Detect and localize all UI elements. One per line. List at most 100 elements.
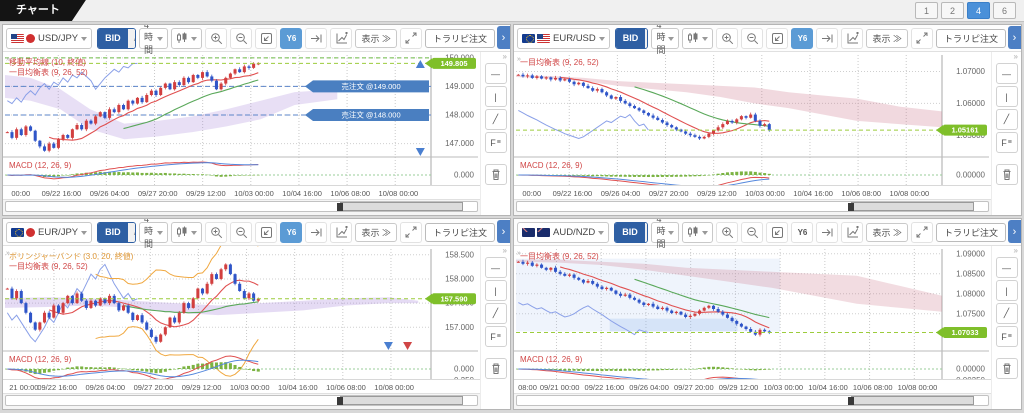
scrollbar-grip[interactable] [848,396,855,405]
timeframe-selector[interactable]: 4時間 [138,219,169,249]
vertical-line-tool[interactable]: | [484,86,507,107]
trap-repeat-order-button[interactable]: トラリピ注文 [935,222,1006,242]
pair-selector[interactable]: EUR/JPY [6,221,93,243]
vertical-line-tool[interactable]: | [995,86,1018,107]
collapse-icon[interactable]: » [517,56,521,63]
bid-button[interactable]: BID [615,222,645,242]
chart-type-selector[interactable] [171,221,203,243]
y6-scale-toggle[interactable]: Y6 [791,221,814,243]
layout-1-button[interactable]: 1 [915,2,938,19]
panel-expand-tab[interactable]: › [497,26,510,49]
scrollbar-handle[interactable] [851,396,974,405]
horizontal-line-tool[interactable]: — [995,257,1018,278]
chart-type-selector[interactable] [171,27,203,49]
chart-tab[interactable]: チャート [0,0,86,21]
collapse-icon[interactable]: » [517,250,521,257]
fibonacci-tool[interactable]: F ≡ [995,132,1018,153]
reset-zoom-icon[interactable] [766,27,789,49]
bid-button[interactable]: BID [98,28,128,48]
zoom-out-icon[interactable] [741,221,764,243]
go-to-latest-icon[interactable] [816,221,839,243]
chart-scrollbar[interactable] [3,199,480,215]
scrollbar-grip[interactable] [337,202,344,211]
chart-add-icon[interactable] [841,221,864,243]
go-to-latest-icon[interactable] [816,27,839,49]
delete-drawings-button[interactable] [484,164,507,185]
chart-scrollbar[interactable] [514,393,991,409]
pair-selector[interactable]: EUR/USD [517,27,610,49]
chart-type-selector[interactable] [682,27,714,49]
horizontal-line-tool[interactable]: — [484,257,507,278]
ask-button[interactable]: ASK [644,222,648,242]
display-settings-button[interactable]: 表示 ≫ [355,28,397,48]
chart-add-icon[interactable] [330,221,353,243]
scrollbar-grip[interactable] [848,202,855,211]
scrollbar-track[interactable] [516,395,989,406]
delete-drawings-button[interactable] [995,164,1018,185]
scrollbar-handle[interactable] [851,202,974,211]
zoom-out-icon[interactable] [230,221,253,243]
layout-6-button[interactable]: 6 [993,2,1016,19]
trend-line-tool[interactable]: ╱ [995,303,1018,324]
bid-button[interactable]: BID [615,28,646,48]
order-pill[interactable] [305,109,429,121]
chart-type-selector[interactable] [682,221,714,243]
trap-repeat-order-button[interactable]: トラリピ注文 [935,28,1006,48]
y6-scale-toggle[interactable]: Y6 [791,27,814,49]
scrollbar-track[interactable] [5,201,478,212]
zoom-in-icon[interactable] [716,221,739,243]
scrollbar-track[interactable] [5,395,478,406]
zoom-in-icon[interactable] [205,221,228,243]
trend-line-tool[interactable]: ╱ [995,109,1018,130]
fullscreen-icon[interactable] [910,221,933,243]
price-chart[interactable]: MACD (12, 26, 9) 0.000 -0.250 158.500 158.00… [3,246,478,379]
chart-add-icon[interactable] [330,27,353,49]
scrollbar-handle[interactable] [340,202,463,211]
collapse-icon[interactable]: » [6,250,10,257]
price-chart[interactable]: MACD (12, 26, 9) 0.000 150.000 149.000 148.0… [3,52,478,185]
bid-button[interactable]: BID [98,222,128,242]
go-to-latest-icon[interactable] [305,221,328,243]
pair-selector[interactable]: AUD/NZD [517,221,610,243]
scrollbar-handle[interactable] [340,396,463,405]
reset-zoom-icon[interactable] [766,221,789,243]
panel-expand-tab[interactable]: › [1008,220,1021,243]
scrollbar-track[interactable] [516,201,989,212]
vertical-line-tool[interactable]: | [484,280,507,301]
vertical-line-tool[interactable]: | [995,280,1018,301]
trend-line-tool[interactable]: ╱ [484,303,507,324]
order-pill[interactable] [305,80,429,93]
chart-scrollbar[interactable] [3,393,480,409]
panel-expand-tab[interactable]: › [1008,26,1021,49]
display-settings-button[interactable]: 表示 ≫ [866,222,908,242]
fullscreen-icon[interactable] [399,221,422,243]
fullscreen-icon[interactable] [910,27,933,49]
trap-repeat-order-button[interactable]: トラリピ注文 [424,28,495,48]
trend-line-tool[interactable]: ╱ [484,109,507,130]
horizontal-line-tool[interactable]: — [484,63,507,84]
timeframe-selector[interactable]: 4時間 [138,25,169,55]
display-settings-button[interactable]: 表示 ≫ [355,222,397,242]
reset-zoom-icon[interactable] [255,221,278,243]
reset-zoom-icon[interactable] [255,27,278,49]
y6-scale-toggle[interactable]: Y6 [280,221,303,243]
delete-drawings-button[interactable] [995,358,1018,379]
timeframe-selector[interactable]: 4時間 [651,25,680,55]
collapse-icon[interactable]: » [502,246,507,255]
pair-selector[interactable]: USD/JPY [6,27,93,49]
zoom-in-icon[interactable] [716,27,739,49]
zoom-out-icon[interactable] [230,27,253,49]
collapse-icon[interactable]: » [6,56,10,63]
ask-button[interactable]: ASK [127,28,135,48]
trap-repeat-order-button[interactable]: トラリピ注文 [424,222,495,242]
y6-scale-toggle[interactable]: Y6 [280,27,303,49]
collapse-icon[interactable]: » [1013,52,1018,61]
display-settings-button[interactable]: 表示 ≫ [866,28,908,48]
price-chart[interactable]: MACD (12, 26, 9) 0.00000 -0.00250 1.09000 1.… [514,246,989,379]
fibonacci-tool[interactable]: F ≡ [484,326,507,347]
ask-button[interactable]: ASK [645,28,648,48]
ask-button[interactable]: ASK [127,222,135,242]
collapse-icon[interactable]: » [502,52,507,61]
go-to-latest-icon[interactable] [305,27,328,49]
fibonacci-tool[interactable]: F ≡ [484,132,507,153]
